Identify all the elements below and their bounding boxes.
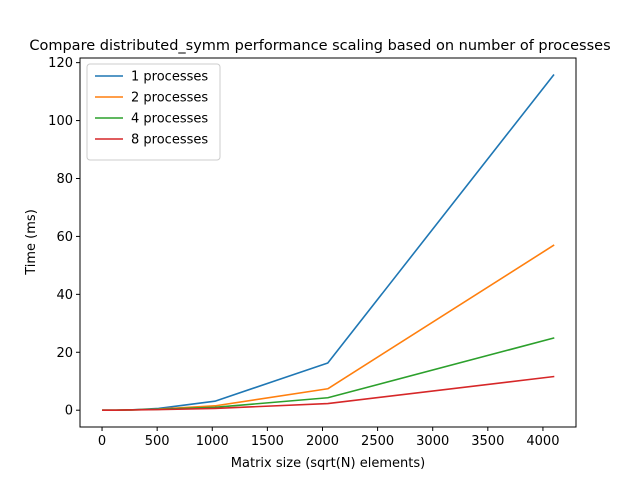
legend-label-4: 8 processes — [131, 133, 208, 148]
y-axis-label: Time (ms) — [24, 209, 39, 276]
x-axis: 0 500 1000 1500 2000 2500 3000 3500 4000 — [98, 427, 560, 449]
x-tick-label: 3500 — [471, 434, 504, 449]
y-tick-label: 80 — [56, 172, 73, 187]
legend-label-2: 2 processes — [131, 91, 208, 106]
y-axis: 0 20 40 60 80 100 120 — [48, 56, 80, 419]
y-tick-label: 40 — [56, 288, 73, 303]
x-tick-label: 1000 — [196, 434, 229, 449]
legend-label-1: 1 processes — [131, 70, 208, 85]
chart-title: Compare distributed_symm performance sca… — [29, 38, 610, 54]
x-tick-label: 0 — [98, 434, 106, 449]
series-line-3 — [103, 338, 554, 410]
x-tick-label: 1500 — [251, 434, 284, 449]
x-tick-label: 4000 — [526, 434, 559, 449]
y-tick-label: 60 — [56, 230, 73, 245]
legend: 1 processes 2 processes 4 processes 8 proce… — [87, 64, 220, 160]
x-tick-label: 500 — [145, 434, 170, 449]
series-line-2 — [103, 245, 554, 410]
y-tick-label: 0 — [65, 404, 73, 419]
x-axis-label: Matrix size (sqrt(N) elements) — [231, 456, 425, 471]
y-tick-label: 120 — [48, 56, 73, 71]
y-tick-label: 20 — [56, 346, 73, 361]
series-line-4 — [103, 377, 554, 411]
x-tick-label: 3000 — [416, 434, 449, 449]
y-tick-label: 100 — [48, 114, 73, 129]
x-tick-label: 2500 — [361, 434, 394, 449]
x-tick-label: 2000 — [306, 434, 339, 449]
legend-label-3: 4 processes — [131, 112, 208, 127]
